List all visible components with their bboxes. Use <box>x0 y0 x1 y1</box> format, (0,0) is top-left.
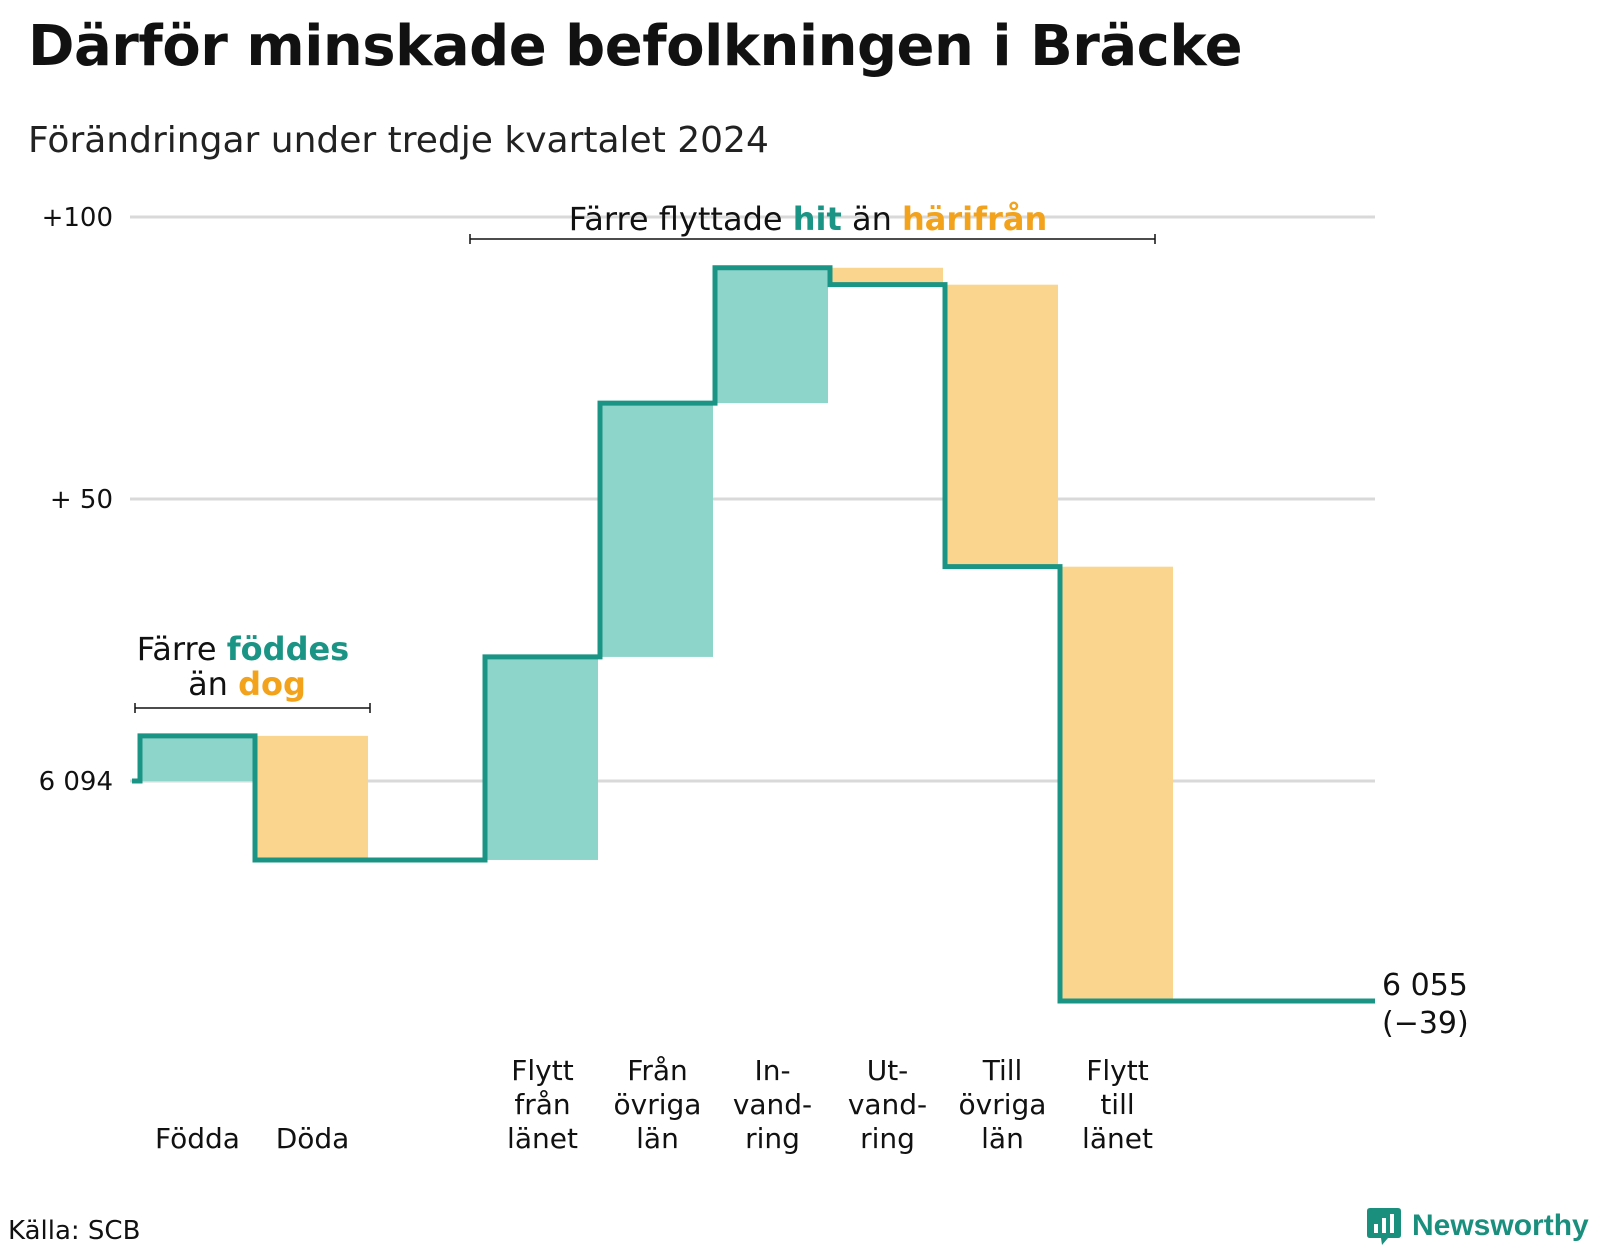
x-category-label: Födda <box>155 1122 240 1155</box>
bar-out <box>945 284 1058 567</box>
x-category-label: övriga <box>614 1088 702 1121</box>
end-value-label: 6 055 <box>1382 968 1468 1003</box>
x-category-label: vand- <box>733 1088 812 1121</box>
end-change-label: (−39) <box>1382 1006 1469 1041</box>
x-category-label: till <box>1100 1088 1134 1121</box>
annotation-moves: Färre flyttade hit än härifrån <box>569 200 1047 238</box>
annotation-births-line1: Färre föddes <box>137 630 349 668</box>
x-category-label: Till <box>982 1054 1023 1087</box>
source-note: Källa: SCB <box>8 1216 141 1246</box>
x-category-label: län <box>981 1122 1024 1155</box>
x-category-label: Flytt <box>511 1054 573 1087</box>
x-category-label: ring <box>745 1122 800 1155</box>
y-tick-label: +100 <box>42 203 113 233</box>
chart-subtitle: Förändringar under tredje kvartalet 2024 <box>28 120 769 161</box>
bar-in <box>485 656 598 860</box>
bar-in <box>140 735 253 781</box>
bar-in <box>715 267 828 404</box>
y-tick-label: 6 094 <box>39 767 113 797</box>
x-category-label: från <box>514 1088 570 1121</box>
chart-title: Därför minskade befolkningen i Bräcke <box>28 14 1243 79</box>
x-category-label: länet <box>1082 1122 1153 1155</box>
x-category-label: Från <box>627 1054 687 1087</box>
x-category-label: länet <box>507 1122 578 1155</box>
bar-out <box>255 735 368 860</box>
x-category-label: övriga <box>959 1088 1047 1121</box>
annotation-births-line2: än dog <box>188 665 306 703</box>
brand-name: Newsworthy <box>1412 1209 1589 1242</box>
newsworthy-logo-icon <box>1367 1208 1401 1245</box>
x-category-label: Döda <box>276 1122 350 1155</box>
bar-in <box>600 403 713 657</box>
x-category-label: ring <box>860 1122 915 1155</box>
cumulative-step-line <box>132 265 1375 1004</box>
newsworthy-logo: Newsworthy <box>1366 1206 1589 1246</box>
y-tick-label: + 50 <box>50 485 113 515</box>
bar-out <box>830 267 943 285</box>
x-category-label: Flytt <box>1086 1054 1148 1087</box>
x-category-label: län <box>636 1122 679 1155</box>
bar-out <box>1060 566 1173 1001</box>
x-category-label: vand- <box>848 1088 927 1121</box>
x-category-label: Ut- <box>867 1054 909 1087</box>
x-category-label: In- <box>754 1054 790 1087</box>
